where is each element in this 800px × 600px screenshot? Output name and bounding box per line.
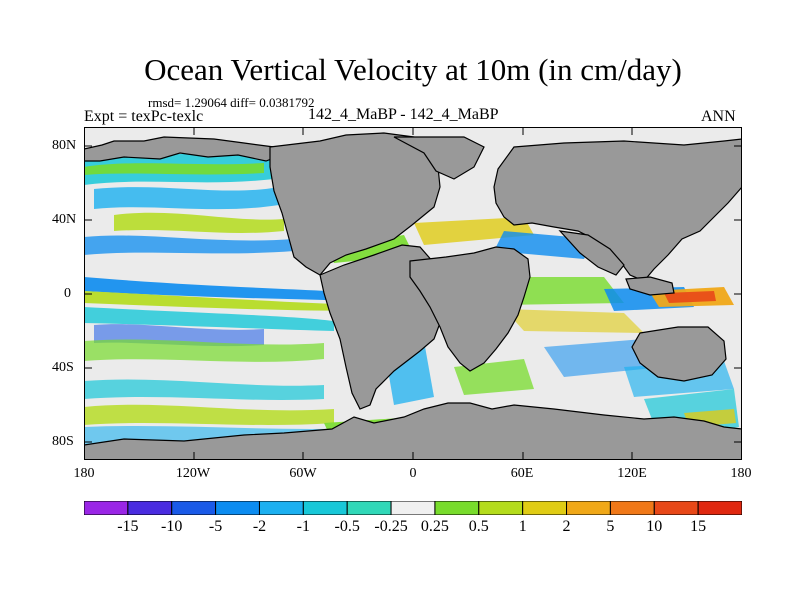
experiment-label: Expt = texPc-texlc [84,108,204,125]
lon-label-180w: 180 [73,466,95,481]
colorbar-label: -1 [296,518,310,535]
case-label: 142_4_MaBP - 142_4_MaBP [308,106,499,123]
colorbar-label: 15 [690,518,707,535]
colorbar-box [258,501,304,515]
colorbar-label: 0.25 [420,518,449,535]
colorbar-label: -15 [117,518,139,535]
lon-label-60w: 60W [289,466,317,481]
colorbar [84,501,742,515]
colorbar-label: 0.5 [468,518,489,535]
season-label: ANN [701,108,736,125]
colorbar-box [566,501,611,515]
colorbar-box [84,501,129,515]
colorbar-label: 2 [562,518,571,535]
colorbar-label: 5 [606,518,615,535]
colorbar-label: -5 [208,518,223,535]
colorbar-label: 1 [518,518,527,535]
colorbar-box [215,501,260,515]
colorbar-box [346,501,392,515]
lat-label-80n: 80N [52,138,77,153]
colorbar-box [171,501,217,515]
colorbar-label: -0.25 [374,518,408,535]
lon-label-180e: 180 [730,466,752,481]
plot-title: Ocean Vertical Velocity at 10m (in cm/da… [144,52,682,87]
lon-label-120w: 120W [175,466,211,481]
lon-label-60e: 60E [510,466,534,481]
map-ticks [84,127,742,460]
lon-label-120e: 120E [617,466,647,481]
colorbar-box [302,501,348,515]
land-masses [84,132,742,460]
lat-label-40s: 40S [52,360,74,375]
colorbar-box [653,501,699,515]
colorbar-label: -0.5 [334,518,360,535]
colorbar-label: -10 [161,518,183,535]
colorbar-label: 10 [646,518,663,535]
colorbar-box [434,501,480,515]
lat-label-40n: 40N [52,212,77,227]
colorbar-box [127,501,173,515]
lat-label-80s: 80S [52,434,74,449]
colorbar-box [390,501,436,515]
lon-label-0: 0 [409,466,417,481]
colorbar-box [609,501,655,515]
colorbar-box [697,501,742,515]
colorbar-box [522,501,568,515]
colorbar-box [478,501,524,515]
stats-label: rmsd= 1.29064 diff= 0.0381792 [148,95,315,110]
lat-label-0: 0 [64,286,71,301]
colorbar-label: -2 [252,518,267,535]
world-map [84,127,742,460]
